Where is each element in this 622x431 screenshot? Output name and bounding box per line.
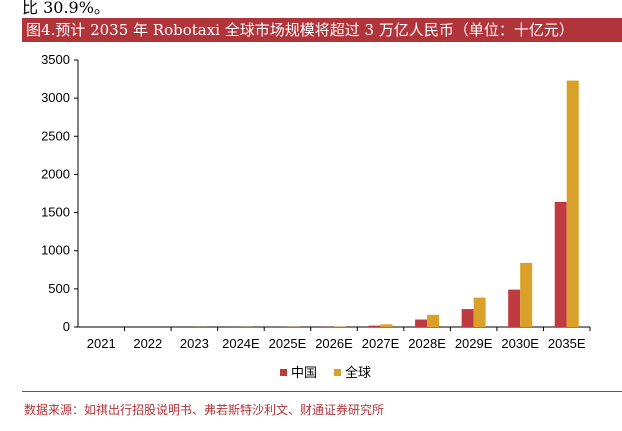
- x-tick-label: 2029E: [455, 336, 493, 351]
- y-tick-label: 3000: [41, 90, 70, 105]
- x-tick-label: 2030E: [501, 336, 539, 351]
- legend-swatch-china: [280, 369, 287, 376]
- bar-china: [461, 309, 474, 327]
- chart-title: 图4.预计 2035 年 Robotaxi 全球市场规模将超过 3 万亿人民币（…: [22, 18, 622, 42]
- y-tick-label: 2500: [41, 128, 70, 143]
- y-tick-label: 0: [63, 319, 70, 334]
- bar-china: [554, 201, 567, 327]
- legend-swatch-global: [334, 369, 341, 376]
- y-tick-label: 2000: [41, 166, 70, 181]
- source-note: 数据来源：如祺出行招股说明书、弗若斯特沙利文、财通证券研究所: [24, 403, 385, 417]
- y-tick-label: 500: [48, 281, 70, 296]
- x-tick-label: 2024E: [222, 336, 260, 351]
- legend-label-global: 全球: [345, 365, 371, 381]
- x-tick-label: 2025E: [269, 336, 307, 351]
- bar-china: [415, 319, 428, 327]
- bar-china: [508, 289, 521, 327]
- x-tick-label: 2028E: [408, 336, 446, 351]
- y-tick-label: 3500: [41, 52, 70, 67]
- legend-label-china: 中国: [291, 366, 317, 381]
- x-tick-label: 2021: [87, 336, 116, 351]
- x-tick-label: 2027E: [362, 336, 400, 351]
- preceding-text-fragment: 比 30.9%。: [22, 0, 110, 17]
- x-tick-label: 2026E: [315, 336, 353, 351]
- bar-global: [566, 80, 579, 328]
- bar-global: [473, 297, 486, 327]
- bar-global: [380, 324, 393, 327]
- source-divider: [22, 391, 622, 392]
- y-tick-label: 1000: [41, 243, 70, 258]
- y-tick-label: 1500: [41, 205, 70, 220]
- x-tick-label: 2035E: [548, 336, 586, 351]
- bar-global: [427, 314, 440, 327]
- bar-global: [520, 262, 533, 327]
- x-tick-label: 2022: [133, 336, 162, 351]
- x-tick-label: 2023: [180, 336, 209, 351]
- bar-china: [368, 325, 381, 327]
